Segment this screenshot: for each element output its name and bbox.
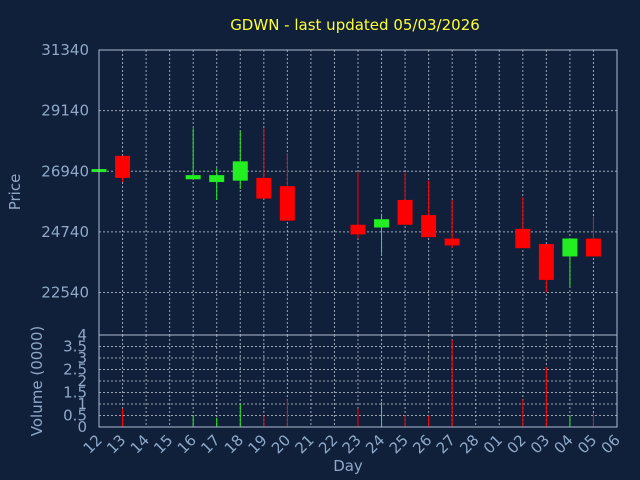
candle bbox=[562, 238, 578, 287]
day-tick-label: 17 bbox=[197, 431, 223, 457]
day-tick-label: 28 bbox=[456, 431, 482, 457]
volume-bars bbox=[122, 339, 594, 427]
price-tick-label: 22540 bbox=[41, 284, 89, 302]
day-tick-label: 20 bbox=[268, 431, 294, 457]
day-tick-label: 18 bbox=[221, 431, 247, 457]
candle bbox=[185, 128, 201, 180]
volume-panel-frame bbox=[98, 334, 618, 428]
price-tick-label: 29140 bbox=[41, 102, 89, 120]
day-tick-label: 23 bbox=[339, 431, 365, 457]
candle bbox=[585, 216, 601, 257]
candle bbox=[444, 199, 460, 249]
candle-body bbox=[256, 177, 272, 199]
day-tick-label: 16 bbox=[174, 431, 200, 457]
volume-tick-label: 2 bbox=[77, 372, 87, 390]
day-tick-label: 13 bbox=[103, 431, 129, 457]
price-tick-label: 31340 bbox=[41, 41, 89, 59]
volume-tick-label: 0 bbox=[77, 418, 87, 436]
candle bbox=[374, 213, 390, 254]
candle-body bbox=[538, 244, 554, 280]
candle-body bbox=[562, 238, 578, 257]
volume-tick-label: 1 bbox=[77, 395, 87, 413]
candle-body bbox=[115, 155, 131, 178]
price-tick-label: 26940 bbox=[41, 162, 89, 180]
candle-body bbox=[515, 228, 531, 249]
day-tick-label: 06 bbox=[598, 431, 624, 457]
candle-body bbox=[232, 161, 248, 181]
candle bbox=[209, 168, 225, 200]
day-tick-label: 22 bbox=[315, 431, 341, 457]
candle bbox=[538, 244, 554, 293]
candle bbox=[232, 131, 248, 189]
candle-body bbox=[444, 238, 460, 246]
day-tick-label: 01 bbox=[480, 431, 506, 457]
candle bbox=[256, 128, 272, 199]
volume-tick-label: 2.5 bbox=[63, 361, 87, 379]
candle bbox=[350, 172, 366, 239]
candle-body bbox=[585, 238, 601, 257]
day-tick-label: 27 bbox=[433, 431, 459, 457]
price-tick-label: 24740 bbox=[41, 223, 89, 241]
x-axis-label: Day bbox=[333, 457, 363, 475]
candle-body bbox=[279, 186, 295, 221]
candle bbox=[279, 153, 295, 221]
day-tick-label: 02 bbox=[503, 431, 529, 457]
day-tick-labels: 1213141516171819202122232425262728010203… bbox=[80, 431, 624, 457]
price-tick-labels: 31340 29140 26940 24740 22540 bbox=[41, 41, 89, 302]
day-tick-label: 24 bbox=[362, 431, 388, 457]
candle bbox=[515, 197, 531, 249]
volume-tick-label: 3 bbox=[77, 349, 87, 367]
day-tick-label: 05 bbox=[574, 431, 600, 457]
candle-body bbox=[421, 215, 437, 238]
candle bbox=[421, 180, 437, 238]
day-tick-label: 21 bbox=[292, 431, 318, 457]
day-tick-label: 25 bbox=[386, 431, 412, 457]
candle-body bbox=[209, 175, 225, 183]
day-tick-label: 14 bbox=[127, 431, 153, 457]
y-axis-label: Price bbox=[6, 174, 24, 211]
volume-tick-label: 1.5 bbox=[63, 384, 87, 402]
candle bbox=[397, 172, 413, 225]
day-tick-label: 03 bbox=[527, 431, 553, 457]
candles bbox=[91, 128, 601, 293]
day-tick-label: 19 bbox=[244, 431, 270, 457]
day-tick-label: 04 bbox=[551, 431, 577, 457]
candle-body bbox=[397, 199, 413, 225]
day-tick-label: 26 bbox=[409, 431, 435, 457]
volume-tick-label: 0.5 bbox=[63, 407, 87, 425]
volume-tick-label: 4 bbox=[77, 326, 87, 344]
volume-tick-label: 3.5 bbox=[63, 338, 87, 356]
candle-body bbox=[374, 219, 390, 228]
candle-body bbox=[185, 175, 201, 180]
candle-body bbox=[350, 224, 366, 235]
candle bbox=[115, 155, 131, 183]
day-tick-label: 15 bbox=[150, 431, 176, 457]
chart-title: GDWN - last updated 05/03/2026 bbox=[230, 16, 480, 34]
volume-tick-labels: 43.532.521.510.50 bbox=[63, 326, 87, 436]
volume-axis-label: Volume (0000) bbox=[28, 326, 46, 436]
